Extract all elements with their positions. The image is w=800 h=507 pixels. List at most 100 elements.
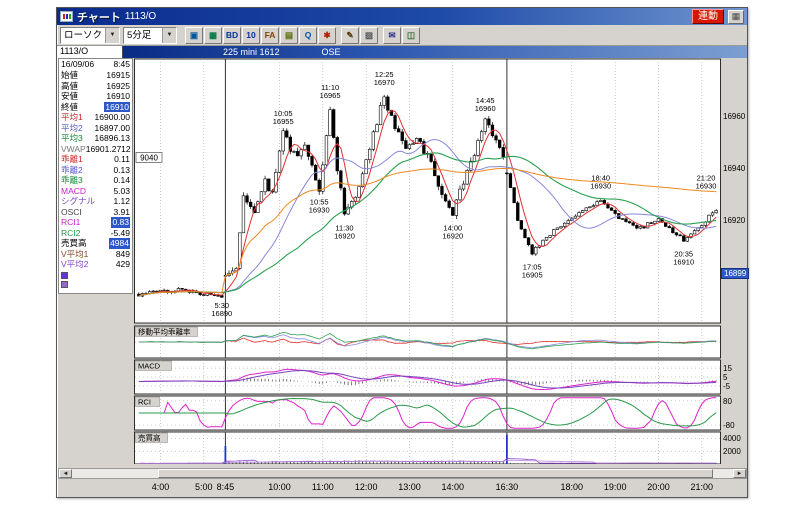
data-panel-row: V平均2 429	[59, 259, 132, 270]
timeframe-dropdown[interactable]: 5分足 ▼	[123, 26, 178, 44]
svg-text:10:05: 10:05	[274, 109, 293, 118]
row-label: 乖離1	[61, 154, 83, 164]
svg-text:移動平均乖離率: 移動平均乖離率	[138, 327, 191, 337]
svg-text:16930: 16930	[309, 206, 330, 215]
svg-text:16890: 16890	[211, 309, 232, 318]
row-value: 16901.2712	[85, 143, 131, 154]
svg-text:16920: 16920	[334, 232, 355, 241]
row-value: 16896.13	[94, 133, 130, 143]
data-panel-row: 終値 16910	[59, 101, 132, 112]
row-label: 売買高	[61, 238, 87, 248]
app-icon	[60, 11, 73, 22]
layout-icon[interactable]: ▦	[728, 9, 744, 24]
chevron-down-icon[interactable]: ▼	[162, 27, 177, 43]
data-panel-row: 売買高 4984	[59, 238, 132, 249]
grid-icon[interactable]: ▤	[280, 26, 299, 44]
svg-text:16930: 16930	[590, 182, 611, 191]
exchange-name: OSE	[321, 47, 341, 57]
axis-tick: 16960	[723, 111, 746, 121]
row-value: -5.49	[110, 227, 130, 238]
svg-text:18:40: 18:40	[591, 174, 610, 183]
erase-icon[interactable]: ▨	[360, 26, 379, 44]
data-panel-row: VWAP 16901.2712	[59, 144, 132, 155]
x-axis-label: 19:00	[603, 482, 627, 492]
x-axis-label: 12:00	[354, 482, 378, 492]
chart-area[interactable]: 9040 10:05 16955 11:10 16965 12:25 16970 14:45 1…	[134, 58, 721, 465]
news-icon[interactable]: FA	[261, 26, 280, 44]
row-value: 16910	[106, 91, 130, 101]
row-value: 0.14	[113, 175, 130, 185]
board-icon[interactable]: BD	[223, 26, 242, 44]
row-value: 0.13	[113, 164, 130, 175]
row-value: 0.11	[114, 154, 130, 164]
linked-button[interactable]: 連動	[692, 9, 724, 24]
toolbar-group: ✉ ◫	[383, 26, 421, 44]
x-axis-label: 18:00	[560, 482, 584, 492]
x-axis-label: 8:45	[216, 482, 235, 492]
row-value: 4984	[109, 238, 130, 249]
row-value: 16915	[106, 70, 130, 80]
svg-text:11:10: 11:10	[321, 83, 339, 92]
row-label: 平均1	[61, 112, 83, 122]
row-label: 安値	[61, 91, 79, 101]
axis-tick: -5	[723, 381, 731, 391]
x-axis-label: 14:00	[441, 482, 465, 492]
data-panel-row: 乖離3 0.14	[59, 175, 132, 186]
tick-list-icon[interactable]: 10	[242, 26, 261, 44]
data-panel-row: OSCI 3.91	[59, 207, 132, 218]
window-title: チャート	[77, 11, 121, 24]
scroll-left-button[interactable]: ◄	[59, 469, 72, 478]
row-value: 16925	[106, 80, 130, 91]
title-bar[interactable]: チャート 1113/O 連動 ▦	[57, 8, 747, 25]
row-value: 16897.00	[94, 122, 130, 133]
row-label: V平均2	[61, 259, 89, 269]
quote-date: 16/09/06	[61, 59, 95, 69]
row-label: 乖離3	[61, 175, 83, 185]
data-panel-row: 平均3 16896.13	[59, 133, 132, 144]
svg-text:14:45: 14:45	[476, 96, 495, 105]
svg-text:16910: 16910	[673, 257, 694, 266]
row-label: 終値	[61, 101, 79, 112]
svg-text:10:55: 10:55	[310, 198, 329, 207]
scroll-right-button[interactable]: ►	[733, 469, 746, 478]
row-label: VWAP	[61, 143, 86, 154]
quote-header: 16/09/06 8:45	[59, 59, 132, 70]
indicator-icon[interactable]: ✱	[318, 26, 337, 44]
scrollbar-thumb[interactable]	[157, 469, 714, 478]
last-price-label: 16899	[721, 267, 750, 279]
data-panel-row: 乖離2 0.13	[59, 165, 132, 176]
row-label: 高値	[61, 80, 79, 91]
axis-tick: 80	[723, 396, 732, 406]
x-axis-label: 11:00	[311, 482, 334, 492]
svg-text:16965: 16965	[320, 91, 341, 100]
window-title-code: 1113/O	[124, 11, 157, 22]
frame-icon[interactable]: ▣	[185, 26, 204, 44]
timeframe-value: 5分足	[127, 29, 152, 41]
x-axis-label: 16:30	[495, 482, 519, 492]
toolbar-group: ✎ ▨	[341, 26, 379, 44]
capture-icon[interactable]: ◫	[402, 26, 421, 44]
multi-chart-icon[interactable]: ▦	[204, 26, 223, 44]
horizontal-scrollbar[interactable]: ◄ ►	[58, 468, 747, 479]
svg-text:16960: 16960	[475, 104, 496, 113]
instrument-code: 1113/O	[57, 46, 123, 58]
draw-line-icon[interactable]: ✎	[341, 26, 360, 44]
toolbar-group: ▣ ▦ BD 10 FA ▤ Q ✱	[185, 26, 337, 44]
row-label: MACD	[61, 185, 87, 196]
svg-text:21:20: 21:20	[697, 174, 716, 183]
time-axis: 4:00 5:00 8:45 10:00 11:00 12:00 13:00 14:00 16:…	[134, 482, 721, 494]
instrument-bar: 1113/O 225 mini 1612 OSE	[57, 46, 747, 58]
row-value: 16910	[104, 101, 130, 112]
svg-text:5:30: 5:30	[214, 301, 229, 310]
price-chart: 904010:051695511:101696512:251697014:451…	[134, 58, 721, 465]
chevron-down-icon[interactable]: ▼	[105, 27, 120, 43]
data-panel-row: 始値 16915	[59, 70, 132, 81]
svg-text:16920: 16920	[442, 232, 463, 241]
mail-icon[interactable]: ✉	[383, 26, 402, 44]
row-value: 849	[115, 248, 130, 259]
svg-text:MACD: MACD	[138, 362, 161, 371]
search-icon[interactable]: Q	[299, 26, 318, 44]
chart-type-dropdown[interactable]: ローソク ▼	[60, 26, 121, 44]
axis-tick: 5	[723, 373, 728, 382]
scrollbar-track[interactable]	[72, 469, 733, 478]
